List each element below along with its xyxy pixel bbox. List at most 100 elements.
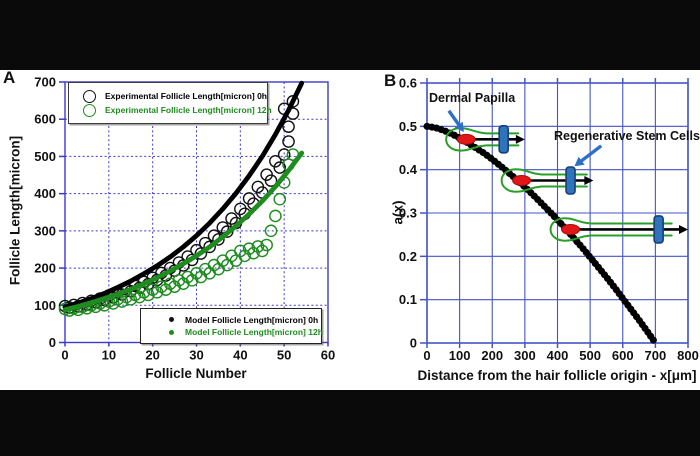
legend-item-model-12h: Model Follicle Length[micron] 12h (141, 327, 323, 337)
tick-label: 0.1 (399, 292, 417, 307)
hair-follicle-illustration-1 (445, 125, 525, 154)
hair-follicle-illustration-3 (549, 215, 688, 244)
tick-label: 0 (423, 348, 430, 363)
data-point (115, 295, 129, 308)
stem-cell-shape (498, 125, 509, 154)
arrow-head (454, 121, 464, 132)
model-curve-12h (62, 150, 305, 313)
tick-label: 700 (34, 75, 56, 90)
data-point (264, 224, 278, 238)
panel-a-ylabel: Follicle Length[micron] (7, 135, 23, 286)
arrow-shaft (447, 109, 462, 128)
dermal-papilla-shape (456, 133, 476, 145)
legend-item-exp-0h: Experimental Follicle Length[micron] 0h (69, 89, 267, 103)
tick-label: 400 (547, 348, 569, 363)
tick-label: 20 (145, 348, 159, 363)
annotation-regenerative-stem-cells: Regenerative Stem Cells (554, 129, 700, 143)
tick-label: 200 (34, 261, 56, 276)
arrow-head (515, 134, 525, 144)
data-point (251, 240, 265, 253)
model-curve-0h (62, 80, 305, 310)
open-circle-marker-black (83, 89, 96, 103)
hair-follicle-illustration-2 (500, 166, 594, 195)
tick-label: 0.4 (399, 162, 418, 177)
data-point (269, 209, 282, 223)
legend-label: Model Follicle Length[micron] 0h (185, 314, 319, 325)
stem-cell-shape (565, 166, 576, 195)
data-point (282, 135, 295, 148)
panel-b-grid (426, 82, 689, 344)
panel-a-xlabel: Follicle Number (145, 366, 247, 381)
tick-label: 40 (233, 348, 247, 363)
tick-label: 600 (612, 348, 634, 363)
tick-label: 0 (61, 348, 68, 363)
tick-label: 0.2 (399, 249, 417, 264)
tick-label: 400 (34, 186, 56, 201)
data-point (269, 154, 282, 168)
tick-label: 500 (579, 348, 601, 363)
tick-label: 60 (321, 348, 335, 363)
dot-marker-black (169, 317, 174, 323)
data-point (225, 212, 238, 225)
panel-b-letter: B (384, 71, 397, 90)
panel-b-ylabel: a(x) (390, 200, 406, 225)
legend-label: Model Follicle Length[micron] 12h (185, 327, 323, 337)
data-point (282, 120, 295, 133)
scatter-series-12h (58, 148, 300, 317)
arrow-shaft (579, 144, 603, 164)
panel-b-xlabel: Distance from the hair follicle origin -… (417, 368, 697, 383)
panel-a: 0 100 200 300 400 500 600 700 0 10 20 30 40 50 60 (34, 75, 335, 363)
dermal-papilla-shape (512, 175, 532, 186)
tick-label: 300 (514, 348, 536, 363)
legend-model: Model Follicle Length[micron] 0h Model F… (140, 308, 323, 344)
panel-a-ticks: 0 100 200 300 400 500 600 700 0 10 20 30 40 50 60 (34, 75, 335, 363)
data-point (194, 270, 208, 284)
annotation-arrow-1 (447, 109, 464, 132)
arrow-head (574, 156, 585, 167)
tick-label: 0 (410, 336, 417, 351)
data-point (238, 249, 252, 263)
tick-label: 30 (189, 348, 203, 363)
tick-label: 500 (34, 149, 56, 164)
follicle-outline (500, 168, 588, 193)
tick-label: 50 (277, 348, 291, 363)
tick-label: 800 (677, 348, 699, 363)
arrow-head (584, 176, 594, 185)
tick-label: 300 (34, 223, 56, 238)
data-point (177, 277, 190, 291)
tick-label: 0.3 (399, 206, 417, 221)
stem-cell-shape (653, 215, 664, 244)
data-point (260, 238, 273, 252)
tick-label: 700 (645, 348, 667, 363)
tick-label: 0.5 (399, 119, 417, 134)
dot-marker-green (169, 329, 174, 335)
panel-b-ticks: 0 0.1 0.2 0.3 0.4 0.5 0.6 0 100 200 300 400 500 600 70… (399, 76, 699, 364)
annotation-arrow-2 (574, 144, 603, 167)
open-circle-marker-green (83, 103, 96, 117)
data-point (168, 280, 181, 293)
data-point (185, 274, 199, 287)
tick-label: 0.6 (399, 76, 417, 91)
tick-label: 100 (34, 298, 56, 313)
data-point (264, 174, 278, 187)
follicle-outline (549, 217, 673, 242)
legend-label: Experimental Follicle Length[micron] 0h (105, 90, 267, 101)
panel-b: 0 0.1 0.2 0.3 0.4 0.5 0.6 0 100 200 300 400 500 600 70… (399, 76, 699, 364)
legend-label: Experimental Follicle Length[micron] 12h (105, 104, 272, 115)
tick-label: 10 (102, 348, 116, 363)
data-point (124, 293, 138, 306)
letterbox-bottom (0, 390, 700, 456)
legend-item-model-0h: Model Follicle Length[micron] 0h (141, 314, 321, 325)
arrow-head (679, 224, 688, 234)
data-point (216, 221, 230, 234)
data-point (247, 246, 260, 260)
tick-label: 0 (49, 335, 56, 350)
data-point (203, 240, 216, 254)
letterbox-top (0, 0, 700, 70)
tick-label: 600 (34, 112, 56, 127)
data-point (273, 161, 287, 174)
data-point (242, 242, 256, 256)
tick-label: 200 (481, 348, 503, 363)
